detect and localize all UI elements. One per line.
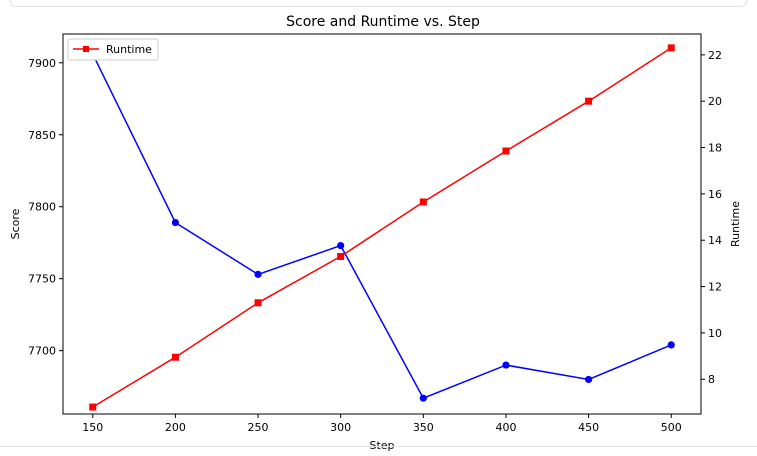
chart-title: Score and Runtime vs. Step [286, 14, 480, 30]
score-point-marker [254, 270, 262, 278]
series-line-score [92, 53, 672, 400]
y-left-tick-label: 7850 [28, 129, 56, 142]
x-tick-label: 450 [578, 421, 599, 434]
runtime-point-marker [89, 403, 97, 411]
x-tick-label: 400 [495, 421, 516, 434]
runtime-point-marker [419, 198, 427, 206]
runtime-point-marker [254, 299, 262, 307]
legend-label: Runtime [106, 43, 152, 56]
score-point-marker [585, 375, 593, 384]
x-tick-label: 200 [165, 421, 186, 434]
y-left-tick-label: 7750 [28, 273, 56, 286]
plot-area-border [62, 33, 702, 415]
y-right-tick-label: 10 [708, 327, 722, 340]
score-point-marker [171, 218, 179, 227]
y-right-tick-label: 22 [708, 49, 722, 62]
legend-box [67, 38, 159, 61]
score-point-marker [337, 241, 345, 250]
runtime-point-marker [667, 44, 675, 52]
y-left-tick-label: 7900 [28, 57, 56, 70]
x-axis-label: Step [369, 439, 394, 452]
y-right-tick-label: 12 [708, 281, 722, 294]
legend: Runtime [67, 38, 159, 61]
y-left-tick-label: 7800 [28, 201, 56, 214]
runtime-point-marker [585, 97, 593, 105]
y-left-tick-label: 7700 [28, 345, 56, 358]
score-point-marker [502, 361, 510, 369]
score-point-marker [419, 394, 427, 402]
series-line-runtime [92, 47, 672, 408]
x-tick-label: 350 [413, 421, 434, 434]
x-tick-label: 250 [248, 421, 269, 434]
y-right-tick-label: 8 [708, 373, 715, 386]
y-axis-right-label: Runtime [729, 201, 742, 247]
bottom-divider [0, 446, 757, 447]
runtime-point-marker [171, 353, 179, 361]
x-tick-label: 150 [82, 421, 103, 434]
top-divider [10, 0, 747, 7]
runtime-point-marker [502, 147, 510, 155]
y-axis-left-label: Score [9, 208, 22, 239]
y-right-tick-label: 14 [708, 234, 722, 247]
legend-marker [83, 46, 89, 52]
score-point-marker [667, 341, 675, 349]
y-right-tick-label: 20 [708, 95, 722, 108]
runtime-point-marker [337, 252, 345, 260]
y-right-tick-label: 16 [708, 188, 722, 201]
x-tick-label: 500 [661, 421, 682, 434]
x-tick-label: 300 [330, 421, 351, 434]
y-right-tick-label: 18 [708, 142, 722, 155]
